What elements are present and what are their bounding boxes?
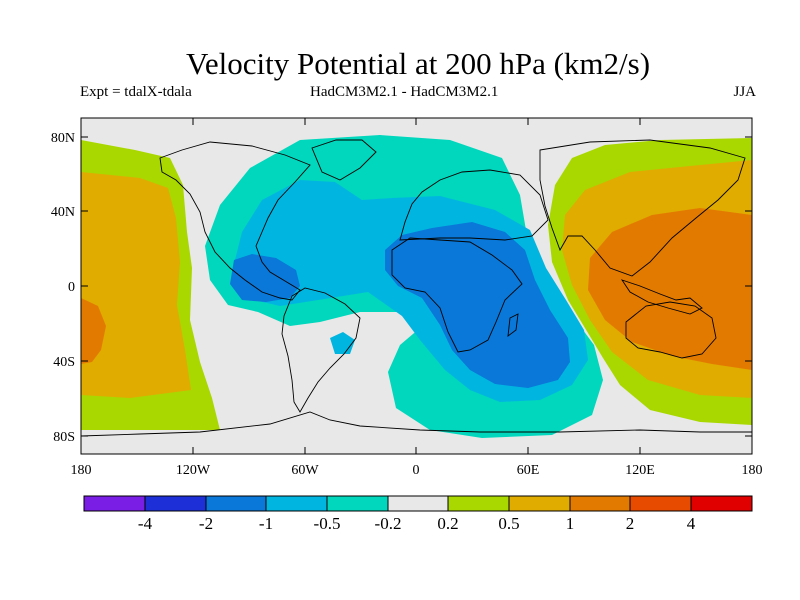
- south-atlantic-negative-contour: [330, 332, 355, 354]
- colorbar-label-9: 4: [687, 514, 696, 533]
- colorbar-box-1: [144, 495, 207, 512]
- latitude-axis: [81, 136, 752, 437]
- colorbar-box-5: [387, 495, 449, 512]
- madagascar-coastline: [507, 313, 519, 337]
- colorbar-box-2: [205, 495, 267, 512]
- indo-pacific-positive-contour-inner: [588, 208, 752, 370]
- longitude-labels: 180 120W 60W 0 60E 120E 180: [71, 463, 763, 478]
- experiment-label: Expt = tdalX-tdala: [80, 84, 192, 100]
- longitude-axis: [80, 118, 753, 454]
- colorbar-box-0: [83, 495, 146, 512]
- colorbar-label-1: -2: [199, 514, 213, 533]
- central-america-negative-contour-inner: [230, 254, 300, 302]
- australia-coastline: [625, 301, 717, 359]
- colorbar: [83, 495, 753, 512]
- lon-label-60e: 60E: [517, 463, 540, 478]
- colorbar-labels: -4 -2 -1 -0.5 -0.2 0.2 0.5 1 2 4: [138, 514, 696, 533]
- lat-label-80n: 80N: [51, 131, 75, 146]
- atlantic-negative-contour-inner: [385, 222, 570, 388]
- north-america-coastline: [159, 141, 311, 301]
- season-label: JJA: [733, 84, 756, 100]
- lat-label-80s: 80S: [53, 430, 75, 445]
- colorbar-label-6: 0.5: [498, 514, 519, 533]
- colorbar-box-8: [569, 495, 631, 512]
- colorbar-label-5: 0.2: [437, 514, 458, 533]
- lon-label-0: 0: [413, 463, 420, 478]
- contour-fields: [81, 118, 752, 454]
- south-america-coastline: [281, 287, 361, 413]
- colorbar-box-9: [629, 495, 692, 512]
- colorbar-box-3: [265, 495, 328, 512]
- lon-label-120w: 120W: [176, 463, 211, 478]
- colorbar-label-4: -0.2: [375, 514, 402, 533]
- lat-label-40n: 40N: [51, 205, 75, 220]
- west-pacific-positive-contour-inner: [81, 298, 106, 364]
- asia-coastline: [539, 139, 746, 277]
- colorbar-label-7: 1: [566, 514, 575, 533]
- lon-label-180w: 180: [71, 463, 92, 478]
- greenland-coastline: [311, 139, 377, 181]
- lon-label-60w: 60W: [291, 463, 319, 478]
- colorbar-label-8: 2: [626, 514, 635, 533]
- lat-label-0: 0: [68, 280, 75, 295]
- colorbar-box-10: [690, 495, 753, 512]
- antarctica-coastline: [81, 411, 752, 437]
- africa-coastline: [391, 237, 523, 353]
- europe-coastline: [399, 169, 549, 241]
- lon-label-120e: 120E: [625, 463, 655, 478]
- lat-label-40s: 40S: [53, 355, 75, 370]
- colorbar-box-4: [326, 495, 389, 512]
- model-label: HadCM3M2.1 - HadCM3M2.1: [310, 84, 499, 100]
- latitude-labels: 80N 40N 0 40S 80S: [51, 131, 75, 445]
- west-pacific-positive-contour-mid: [81, 172, 191, 398]
- colorbar-box-6: [447, 495, 510, 512]
- colorbar-label-3: -0.5: [314, 514, 341, 533]
- figure-title: Velocity Potential at 200 hPa (km2/s): [185, 46, 651, 81]
- colorbar-label-2: -1: [259, 514, 273, 533]
- coastlines: [81, 139, 752, 437]
- colorbar-label-0: -4: [138, 514, 153, 533]
- colorbar-box-7: [508, 495, 571, 512]
- lon-label-180e: 180: [742, 463, 763, 478]
- southeast-asia-islands-coastline: [620, 279, 703, 315]
